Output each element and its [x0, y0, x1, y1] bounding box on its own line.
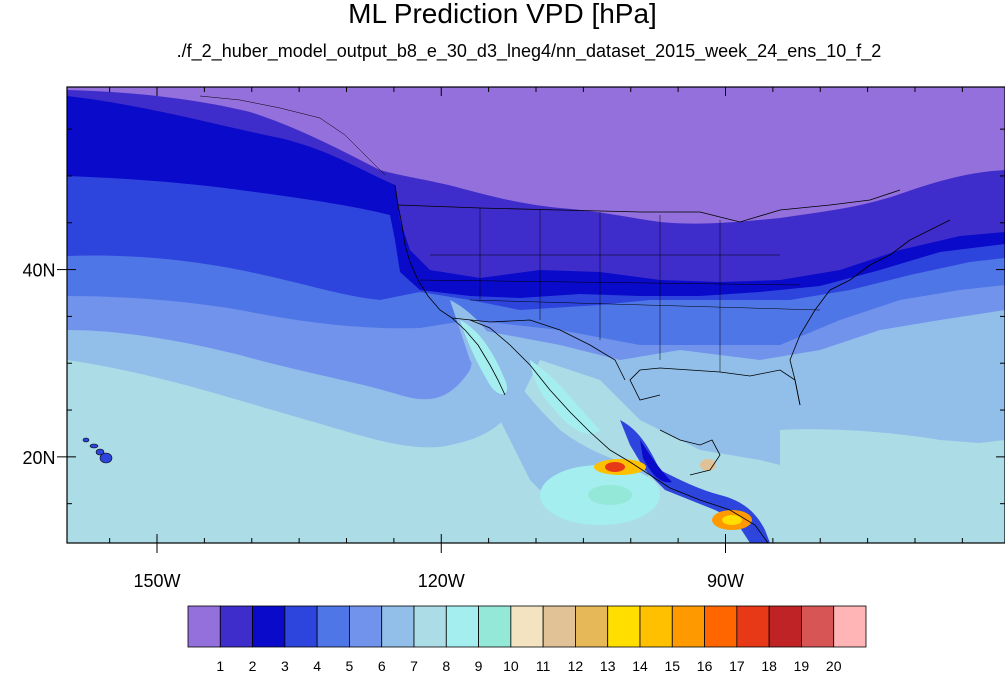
- vpd-blob-west: [420, 210, 493, 242]
- colorbar-label: 20: [826, 658, 842, 672]
- colorbar-label: 9: [475, 658, 483, 672]
- colorbar-swatch: [768, 605, 802, 648]
- colorbar-label: 3: [281, 658, 289, 672]
- lat-label: 20N: [22, 448, 55, 468]
- vpd-hotspot-yucatan: [700, 459, 716, 471]
- colorbar-swatch: [542, 605, 576, 648]
- colorbar-label: 13: [600, 658, 616, 672]
- vpd-gulf: [640, 375, 791, 430]
- colorbar-swatch: [801, 605, 835, 648]
- colorbar-swatch: [413, 605, 447, 648]
- coastline-pacific-northwest: [394, 184, 453, 319]
- colorbar-swatch: [671, 605, 705, 648]
- coastline-east: [789, 219, 951, 406]
- lat-label: 40N: [22, 261, 55, 281]
- colorbar-label: 2: [249, 658, 257, 672]
- colorbar-label: 8: [442, 658, 450, 672]
- colorbar-label: 4: [313, 658, 321, 672]
- colorbar-label: 7: [410, 658, 418, 672]
- colorbar-swatch: [510, 605, 544, 648]
- vpd-hotspot-mexico-core: [605, 462, 625, 472]
- lon-label: 150W: [133, 571, 180, 591]
- state-lines: [419, 208, 821, 372]
- vpd-ocean-patch-core: [588, 485, 632, 505]
- colorbar-swatch: [445, 605, 479, 648]
- colorbar-swatch: [607, 605, 641, 648]
- border-us-mexico: [451, 317, 626, 381]
- coastline-baja: [451, 317, 506, 396]
- colorbar-label: 11: [536, 658, 551, 672]
- vpd-mexico-cyan: [530, 360, 600, 434]
- vpd-central-america-darker: [640, 440, 672, 483]
- colorbar: 1 2 3 4 5 6 7 8 9 10 11 12 13 14 15 16 17 18 19 20: [187, 605, 867, 674]
- colorbar-swatch: [575, 605, 609, 648]
- map-subtitle: ./f_2_huber_model_output_b8_e_30_d3_lneg…: [176, 41, 882, 61]
- colorbar-swatch: [187, 605, 221, 648]
- colorbar-swatch: [381, 605, 415, 648]
- colorbar-label: 6: [378, 658, 386, 672]
- colorbar-swatch: [704, 605, 738, 648]
- colorbar-label: 17: [729, 658, 745, 672]
- colorbar-swatch: [219, 605, 253, 648]
- colorbar-swatch: [478, 605, 512, 648]
- colorbar-label: 12: [568, 658, 584, 672]
- vpd-band-0-1: [67, 87, 1005, 224]
- map-plot: [67, 87, 1005, 543]
- colorbar-label: 14: [632, 658, 648, 672]
- coastline-canada-north: [199, 95, 386, 176]
- map-outlines: [199, 95, 951, 543]
- vpd-blob-plains: [558, 226, 660, 253]
- colorbar-swatch: [833, 605, 867, 648]
- colorbar-swatch: [349, 605, 383, 648]
- colorbar-label: 5: [346, 658, 354, 672]
- hawaii-islands: [82, 437, 113, 464]
- colorbar-label: 1: [216, 658, 224, 672]
- colorbar-swatch: [252, 605, 286, 648]
- colorbar-swatch: [284, 605, 318, 648]
- colorbar-swatch: [316, 605, 350, 648]
- coastline-mexico-west: [469, 319, 769, 543]
- colorbar-swatch: [639, 605, 673, 648]
- vpd-hotspot-ca-core: [722, 515, 742, 525]
- axis-layer: 40N 20N 150W 120W 90W: [22, 87, 1005, 591]
- border-us-canada: [397, 189, 901, 223]
- colorbar-label: 16: [697, 658, 713, 672]
- vpd-caribbean: [780, 429, 1005, 543]
- map-title: ML Prediction VPD [hPa]: [348, 0, 657, 29]
- lon-label: 120W: [418, 571, 465, 591]
- coastline-gulf: [629, 367, 801, 406]
- colorbar-label: 19: [794, 658, 810, 672]
- colorbar-label: 18: [761, 658, 777, 672]
- colorbar-swatch: [736, 605, 770, 648]
- lon-label: 90W: [707, 571, 744, 591]
- colorbar-label: 10: [503, 658, 519, 672]
- coastline-yucatan: [659, 429, 721, 476]
- colorbar-label: 15: [664, 658, 680, 672]
